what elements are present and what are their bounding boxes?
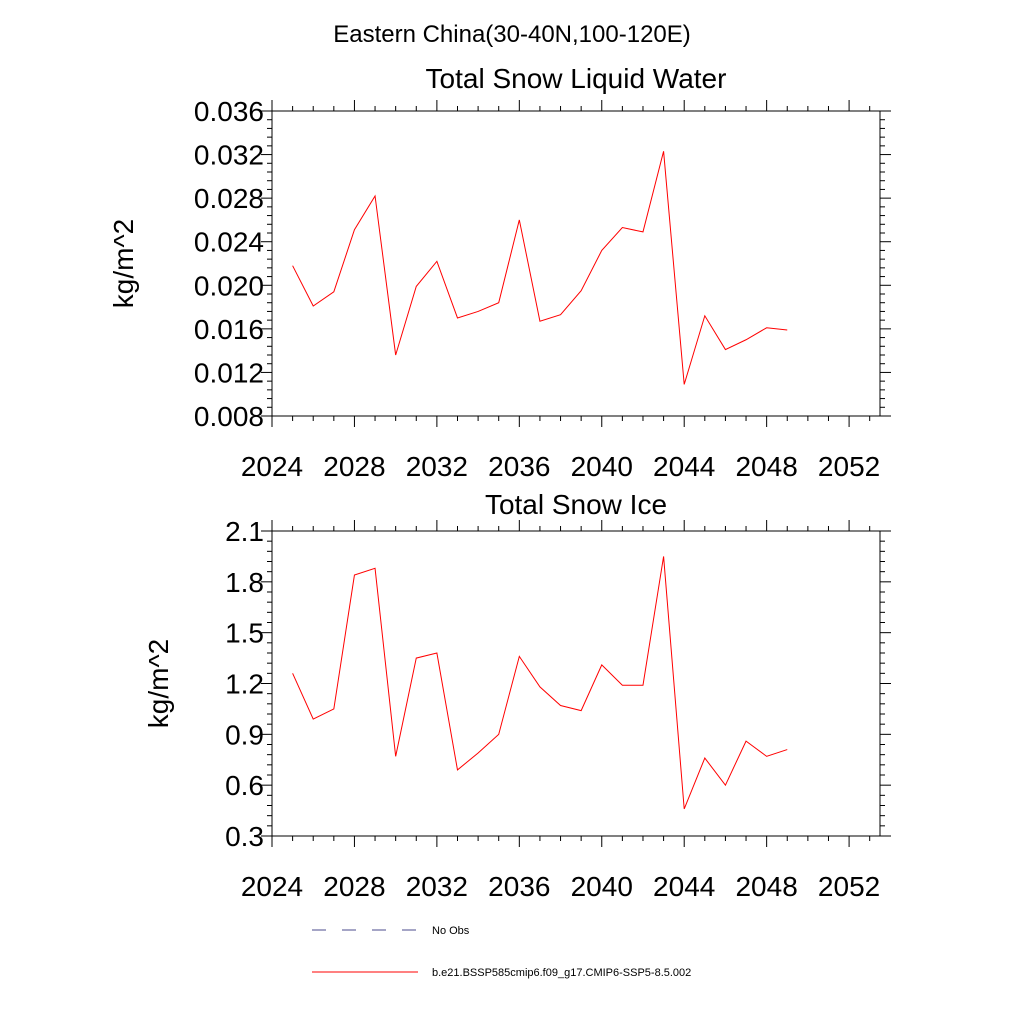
y-tick-label: 0.024: [194, 227, 264, 258]
x-tick-label: 2032: [406, 451, 468, 482]
y-tick-label: 2.1: [225, 516, 264, 547]
x-tick-label: 2040: [571, 451, 633, 482]
y-tick-label: 0.016: [194, 314, 264, 345]
x-tick-label: 2028: [323, 451, 385, 482]
x-tick-label: 2024: [241, 451, 303, 482]
y-tick-label: 0.020: [194, 270, 264, 301]
chart-title: Total Snow Liquid Water: [426, 63, 727, 94]
x-tick-label: 2036: [488, 871, 550, 902]
x-tick-label: 2028: [323, 871, 385, 902]
chart-title: Total Snow Ice: [485, 489, 667, 520]
plot-frame: [271, 110, 881, 417]
x-tick-label: 2044: [653, 871, 715, 902]
legend: No Obs b.e21.BSSP585cmip6.f09_g17.CMIP6-…: [312, 925, 691, 979]
y-tick-label: 0.3: [225, 821, 264, 852]
plot-frame: [271, 530, 881, 837]
y-axis-label: kg/m^2: [143, 639, 174, 728]
x-tick-label: 2024: [241, 871, 303, 902]
y-tick-label: 1.2: [225, 669, 264, 700]
y-tick-label: 1.5: [225, 618, 264, 649]
y-tick-label: 0.028: [194, 183, 264, 214]
y-tick-label: 0.6: [225, 770, 264, 801]
y-tick-label: 1.8: [225, 567, 264, 598]
x-tick-label: 2036: [488, 451, 550, 482]
x-tick-label: 2052: [818, 871, 880, 902]
figure-title: Eastern China(30-40N,100-120E): [333, 21, 691, 48]
y-tick-label: 0.012: [194, 357, 264, 388]
x-tick-label: 2048: [735, 451, 797, 482]
legend-label-no-obs: No Obs: [432, 925, 470, 937]
series-line: [292, 556, 788, 810]
x-tick-label: 2032: [406, 871, 468, 902]
legend-label-model-run: b.e21.BSSP585cmip6.f09_g17.CMIP6-SSP5-8.…: [432, 967, 691, 979]
chart-panel-snow-liquid-water: Total Snow Liquid Water 2024 2028 2032 2036 2…: [108, 63, 891, 482]
y-tick-label: 0.9: [225, 719, 264, 750]
x-tick-label: 2052: [818, 451, 880, 482]
chart-panel-snow-ice: Total Snow Ice 2024 2028 2032 2036 2040 2044 20…: [143, 489, 891, 902]
series-line: [292, 151, 788, 385]
x-tick-label: 2040: [571, 871, 633, 902]
y-tick-label: 0.036: [194, 96, 264, 127]
x-tick-label: 2044: [653, 451, 715, 482]
y-axis-label: kg/m^2: [108, 219, 139, 308]
y-tick-label: 0.008: [194, 401, 264, 432]
x-tick-label: 2048: [735, 871, 797, 902]
y-tick-label: 0.032: [194, 140, 264, 171]
